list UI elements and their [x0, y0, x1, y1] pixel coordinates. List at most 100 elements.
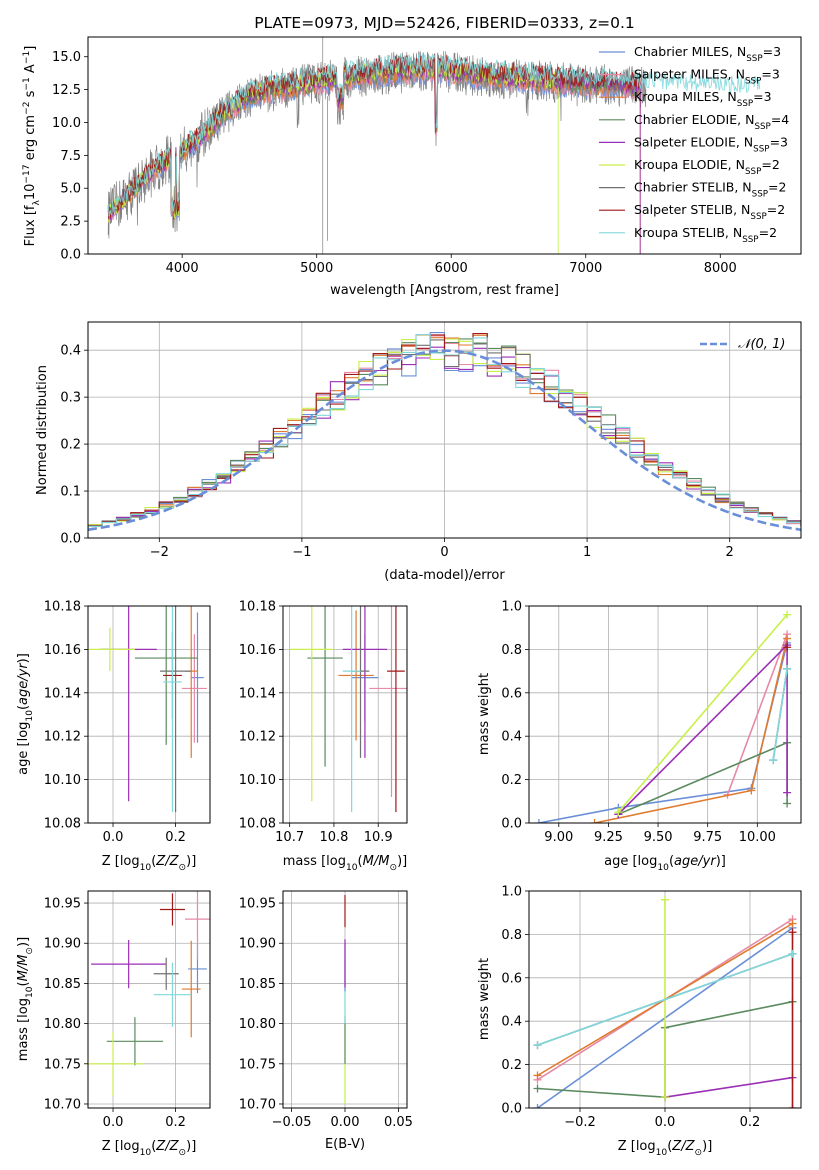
- plot-area-mass-vs-ebv: [283, 891, 407, 1108]
- x-axis-label: Z [log10(Z/Z⊙)]: [102, 854, 197, 873]
- y-axis-label: Flux [fλ10−17 erg cm−2 s−1 A−1]: [22, 46, 42, 247]
- tick-label-y: 10.0: [52, 116, 81, 131]
- tick-label-y: 10.90: [44, 937, 81, 952]
- tick-label-x: −2: [150, 545, 169, 560]
- tick-label-y: 0.0: [501, 817, 522, 832]
- y-axis-label: mass [log10(M/M⊙)]: [16, 937, 35, 1061]
- plot-area-weight-vs-age: [529, 606, 801, 823]
- tick-label-y: 10.75: [44, 1057, 81, 1072]
- x-axis-label: E(B-V): [325, 1137, 365, 1152]
- tick-label-x: 0.00: [331, 1115, 360, 1130]
- tick-label-y: 10.80: [239, 1017, 276, 1032]
- tick-label-y: 0.1: [60, 485, 81, 500]
- tick-label-x: −0.2: [564, 1115, 596, 1130]
- series-marker-kroupa_miles: [747, 786, 756, 795]
- axes-age-vs-z: 0.0 0.2 10.08 10.10 10.12 10.14 10.16 10.18: [44, 600, 211, 845]
- tick-label-x: 0.2: [165, 830, 186, 845]
- tick-label-x: 0.0: [103, 1115, 124, 1130]
- tick-label-x: 4000: [166, 261, 199, 276]
- tick-label-y: 0.0: [60, 248, 81, 263]
- tick-label-x: 9.00: [544, 830, 573, 845]
- legend-entry-kroupa_stelib: Kroupa STELIB, NSSP=2: [634, 225, 777, 245]
- series-marker-kroupa_elodie: [783, 610, 792, 619]
- tick-label-y: 10.14: [44, 686, 81, 701]
- tick-label-y: 10.95: [239, 897, 276, 912]
- series-marker-kroupa_stelib: [788, 949, 797, 958]
- tick-label-y: 0.2: [501, 773, 522, 788]
- tick-label-x: 5000: [300, 261, 333, 276]
- tick-label-x: 2: [726, 545, 734, 560]
- model-line-salpeter_elodie: [107, 60, 641, 254]
- tick-label-y: 0.6: [501, 971, 522, 986]
- tick-label-x: 1: [583, 545, 591, 560]
- plot-area-mass-vs-z: [88, 891, 210, 1108]
- series-marker-salpeter_stelib: [783, 643, 792, 652]
- series-marker-kroupa_stelib: [769, 756, 778, 765]
- series-line-salpeter_miles: [726, 633, 788, 796]
- series-marker-kroupa_elodie: [661, 1093, 669, 1102]
- tick-label-x: 0.2: [740, 1115, 761, 1130]
- x-axis-label: wavelength [Angstrom, rest frame]: [330, 283, 559, 298]
- y-axis-label: mass weight: [477, 673, 492, 755]
- x-axis-label: mass [log10(M/M⊙)]: [283, 854, 407, 873]
- tick-label-x: 0: [440, 545, 448, 560]
- series-marker-kroupa_elodie: [614, 808, 623, 817]
- legend-entry-salpeter_miles: Salpeter MILES, NSSP=3: [634, 67, 780, 87]
- frame-weight-vs-z: [528, 890, 802, 1109]
- legend-entry-chabrier_elodie: Chabrier ELODIE, NSSP=4: [634, 112, 789, 132]
- frame-residuals: [87, 321, 802, 539]
- tick-label-y: 10.70: [44, 1097, 81, 1112]
- series-marker-kroupa_miles: [590, 819, 599, 823]
- series-line-kroupa_miles: [594, 638, 788, 823]
- tick-label-y: 10.14: [239, 686, 276, 701]
- tick-label-y: 0.4: [501, 730, 522, 745]
- legend-entry-salpeter_stelib: Salpeter STELIB, NSSP=2: [634, 202, 785, 222]
- tick-label-y: 15.0: [52, 50, 81, 65]
- frame-weight-vs-age: [528, 605, 802, 824]
- tick-label-x: 7000: [569, 261, 602, 276]
- tick-label-y: 10.16: [44, 643, 81, 658]
- gaussian-curve: [88, 349, 801, 532]
- frame-mass-vs-ebv: [282, 890, 408, 1109]
- tick-label-y: 10.10: [239, 773, 276, 788]
- tick-label-x: 0.05: [384, 1115, 413, 1130]
- y-axis-label: Normed distribution: [35, 365, 50, 495]
- tick-label-y: 10.85: [44, 977, 81, 992]
- frame-age-vs-z: [87, 605, 211, 824]
- tick-label-y: 0.0: [501, 1102, 522, 1117]
- series-marker-kroupa_miles: [533, 1071, 542, 1080]
- tick-label-x: 0.2: [165, 1115, 186, 1130]
- legend-entry-chabrier_miles: Chabrier MILES, NSSP=3: [634, 44, 781, 64]
- plot-area-age-vs-z: [88, 606, 210, 823]
- axes-residuals: −2 −1 0 1 2 0.0 0.1 0.2 0.3 0.4: [60, 321, 802, 560]
- tick-label-x: −0.05: [272, 1115, 312, 1130]
- tick-label-y: 0.8: [501, 928, 522, 943]
- legend-entry-gaussian: 𝒩(0, 1): [738, 337, 785, 352]
- chart-title: PLATE=0973, MJD=52426, FIBERID=0333, z=0…: [254, 14, 635, 32]
- series-marker-chabrier_miles: [533, 1104, 542, 1108]
- series-marker-kroupa_stelib: [783, 664, 792, 673]
- series-marker-kroupa_stelib: [533, 1041, 542, 1050]
- plot-area-weight-vs-z: [529, 891, 801, 1108]
- plot-area-spectrum: [107, 37, 761, 254]
- tick-label-y: 0.6: [501, 686, 522, 701]
- frame-mass-vs-z: [87, 890, 211, 1109]
- tick-label-y: 0.8: [501, 643, 522, 658]
- series-marker-kroupa_elodie: [661, 895, 669, 904]
- axes-weight-vs-z: −0.2 0.0 0.2 0.0 0.2 0.4 0.6 0.8 1.0: [501, 885, 802, 1130]
- legend-entry-salpeter_elodie: Salpeter ELODIE, NSSP=3: [634, 134, 788, 154]
- tick-label-y: 10.85: [239, 977, 276, 992]
- tick-label-x: 10.7: [275, 830, 304, 845]
- axes-weight-vs-age: 9.00 9.25 9.50 9.75 10.00 0.0 0.2 0.4 0.6 0.8 1.0: [501, 600, 802, 845]
- tick-label-y: 10.16: [239, 643, 276, 658]
- series-marker-kroupa_miles: [788, 919, 797, 928]
- series-line-salpeter_elodie: [664, 1076, 793, 1098]
- x-axis-label: Z [log10(Z/Z⊙)]: [618, 1139, 713, 1158]
- tick-label-y: 7.5: [60, 149, 81, 164]
- x-axis-label: (data-model)/error: [384, 568, 505, 583]
- tick-label-y: 10.18: [44, 600, 81, 615]
- axes-mass-vs-z: 0.0 0.2 10.70 10.75 10.80 10.85 10.90 10.95: [44, 890, 211, 1130]
- series-marker-salpeter_elodie: [783, 788, 792, 797]
- legend: Chabrier MILES, NSSP=3 Salpeter MILES, NS…: [599, 44, 789, 245]
